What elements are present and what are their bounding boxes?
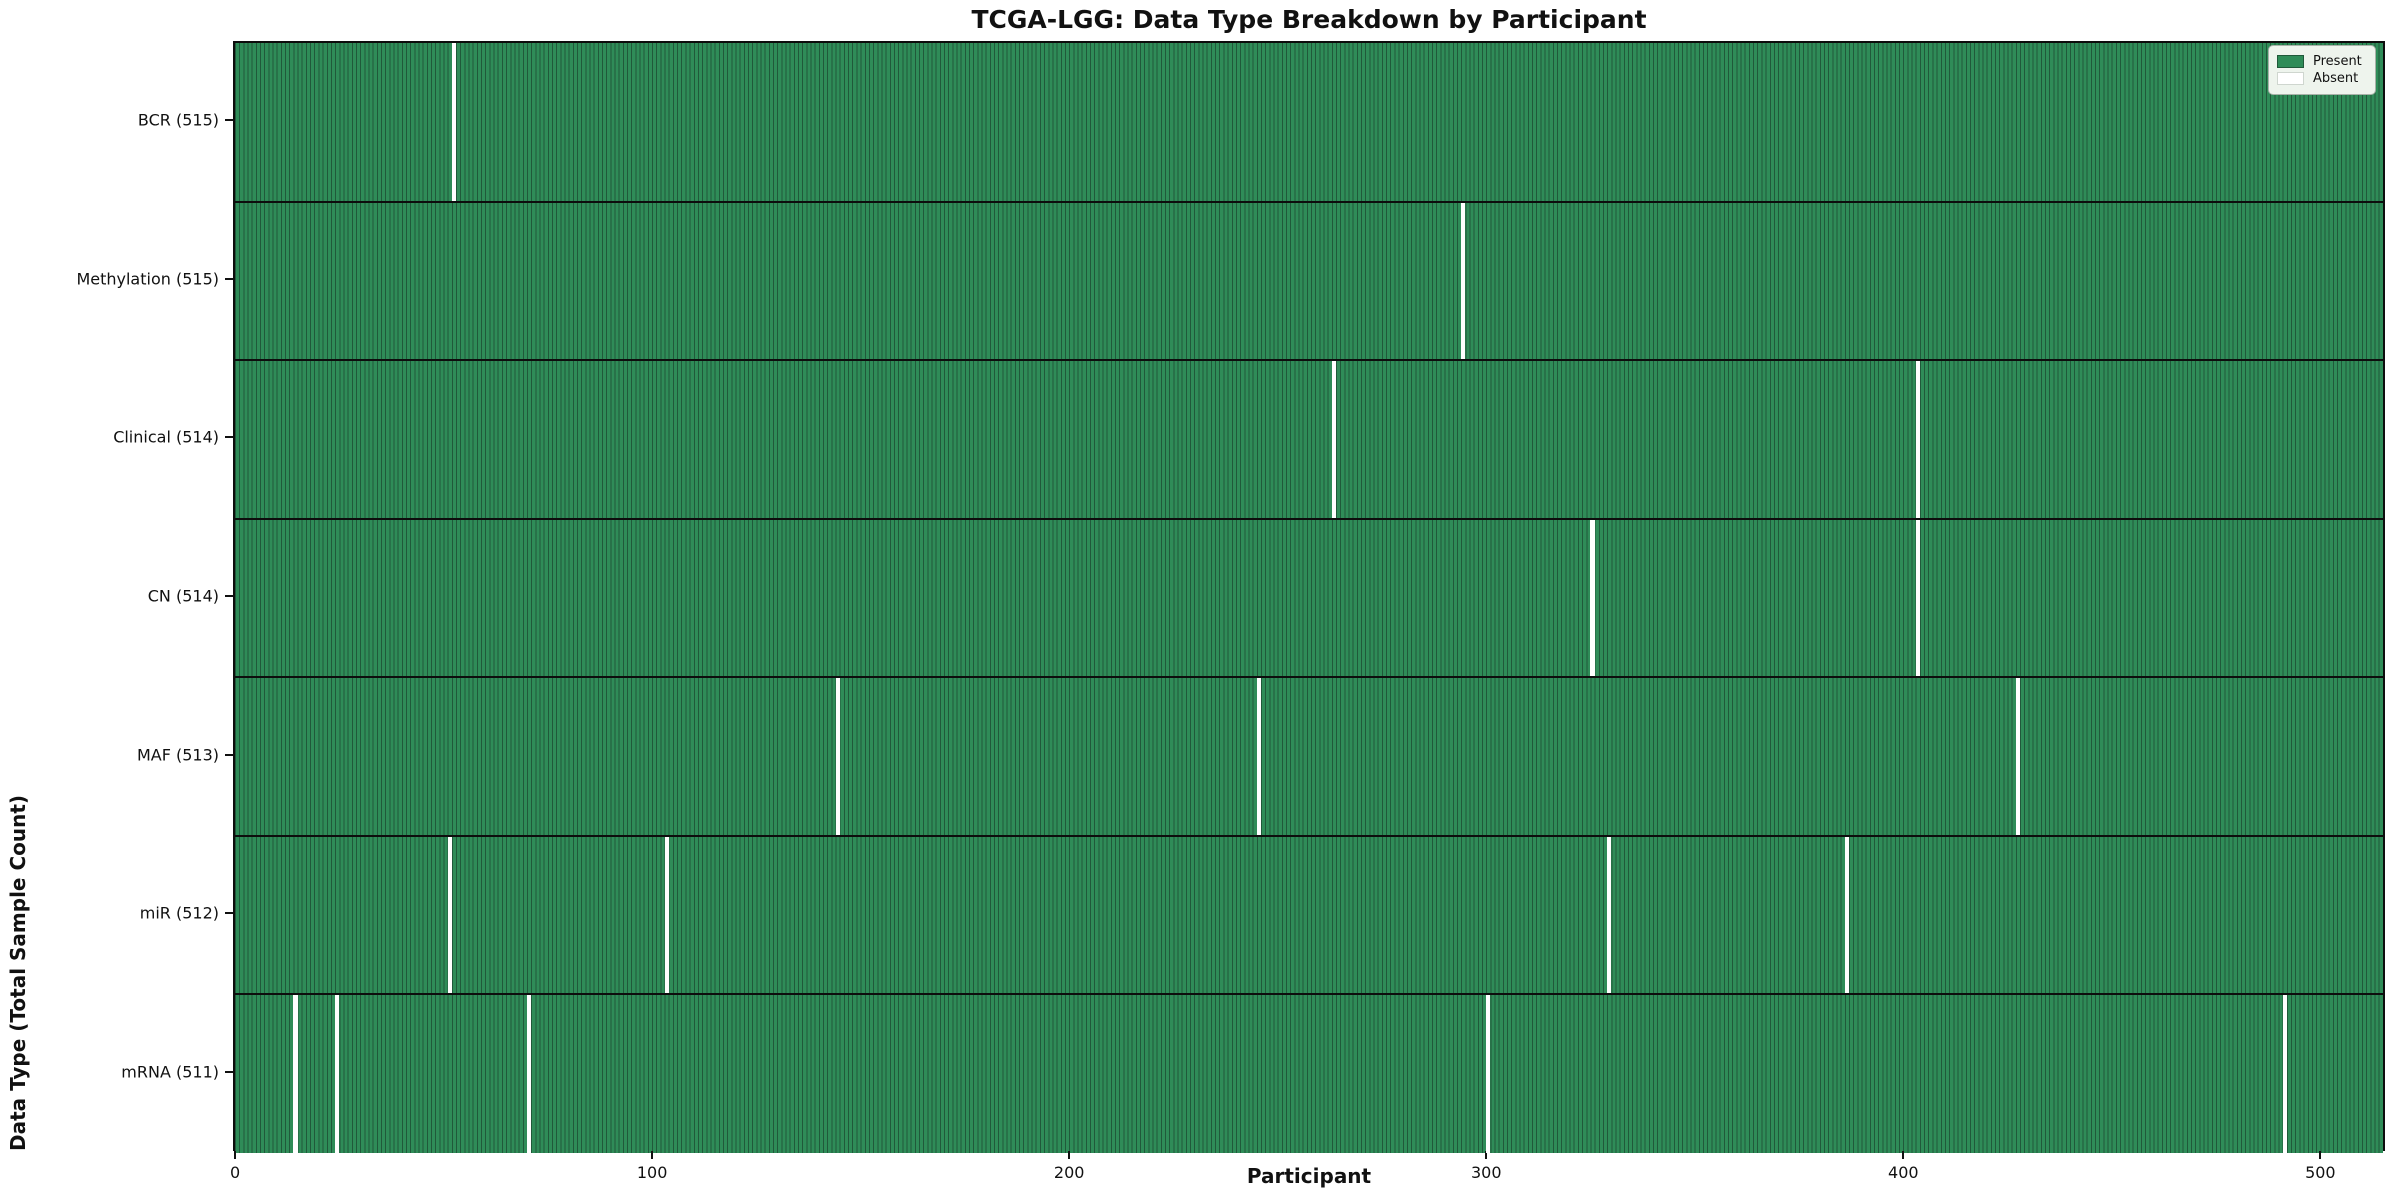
absent-gap <box>1331 360 1336 519</box>
legend-absent-label: Absent <box>2313 71 2359 86</box>
x-tick-label: 100 <box>636 1163 668 1182</box>
absent-gap <box>2015 677 2020 836</box>
absent-gap <box>335 994 340 1153</box>
row-cn <box>235 518 2383 678</box>
x-tick-label: 0 <box>229 1163 241 1182</box>
absent-gap <box>1486 994 1491 1153</box>
absent-gap <box>1844 835 1849 995</box>
absent-gap <box>1915 518 1920 678</box>
y-tick-label: miR (512) <box>139 903 219 923</box>
absent-gap <box>1607 835 1612 995</box>
y-tick-label: BCR (515) <box>137 110 219 130</box>
y-tick-label: CN (514) <box>147 586 219 606</box>
absent-gap <box>1590 518 1595 678</box>
y-axis-label: Data Type (Total Sample Count) <box>6 794 30 1151</box>
row-mrna <box>235 994 2383 1153</box>
y-tick-mark <box>225 595 233 597</box>
absent-gap <box>451 43 457 202</box>
y-tick-label: Clinical (514) <box>113 427 219 447</box>
x-tick-mark <box>2319 1151 2322 1159</box>
row-separator <box>235 993 2383 996</box>
legend-present-swatch <box>2277 55 2304 68</box>
y-tick-mark <box>225 436 233 439</box>
y-tick-mark <box>225 753 233 756</box>
legend-present-label: Present <box>2313 54 2362 69</box>
absent-gap <box>835 677 840 836</box>
y-tick-mark <box>225 1070 233 1073</box>
x-tick-label: 200 <box>1053 1163 1085 1182</box>
chart-title: TCGA-LGG: Data Type Breakdown by Partici… <box>971 5 1647 34</box>
y-tick-label: MAF (513) <box>136 745 219 765</box>
y-tick-mark <box>225 119 233 122</box>
y-tick-label: Methylation (515) <box>76 269 219 289</box>
x-tick-label: 300 <box>1470 1163 1502 1182</box>
row-separator <box>235 676 2383 679</box>
absent-gap <box>664 835 669 995</box>
plot-area <box>233 41 2385 1153</box>
x-tick-label: 500 <box>2305 1163 2336 1182</box>
x-tick-label: 400 <box>1888 1163 1919 1182</box>
absent-gap <box>2282 994 2287 1153</box>
x-tick-mark <box>1068 1151 1071 1159</box>
row-mir <box>235 835 2383 995</box>
row-clinical <box>235 360 2383 519</box>
x-tick-mark <box>234 1151 237 1159</box>
absent-gap <box>1461 201 1466 361</box>
x-tick-mark <box>1902 1151 1905 1159</box>
row-methylation <box>235 201 2383 361</box>
legend-entry-present: Present <box>2277 54 2367 69</box>
y-tick-label: mRNA (511) <box>121 1062 219 1082</box>
absent-gap <box>293 994 298 1153</box>
absent-gap <box>1915 360 1920 519</box>
absent-gap <box>1256 677 1261 836</box>
row-maf <box>235 677 2383 836</box>
row-separator <box>235 200 2383 203</box>
y-tick-mark <box>225 277 233 280</box>
x-tick-mark <box>1485 1151 1488 1159</box>
row-separator <box>235 359 2383 362</box>
legend-entry-absent: Absent <box>2277 71 2367 86</box>
x-axis-label: Participant <box>1246 1164 1372 1188</box>
legend: Present Absent <box>2268 45 2376 95</box>
row-separator <box>235 834 2383 837</box>
x-tick-mark <box>651 1151 654 1159</box>
absent-gap <box>526 994 532 1153</box>
absent-gap <box>447 835 452 995</box>
y-tick-mark <box>225 912 233 915</box>
legend-absent-swatch <box>2277 72 2304 85</box>
row-bcr <box>235 43 2383 202</box>
row-separator <box>235 517 2383 520</box>
